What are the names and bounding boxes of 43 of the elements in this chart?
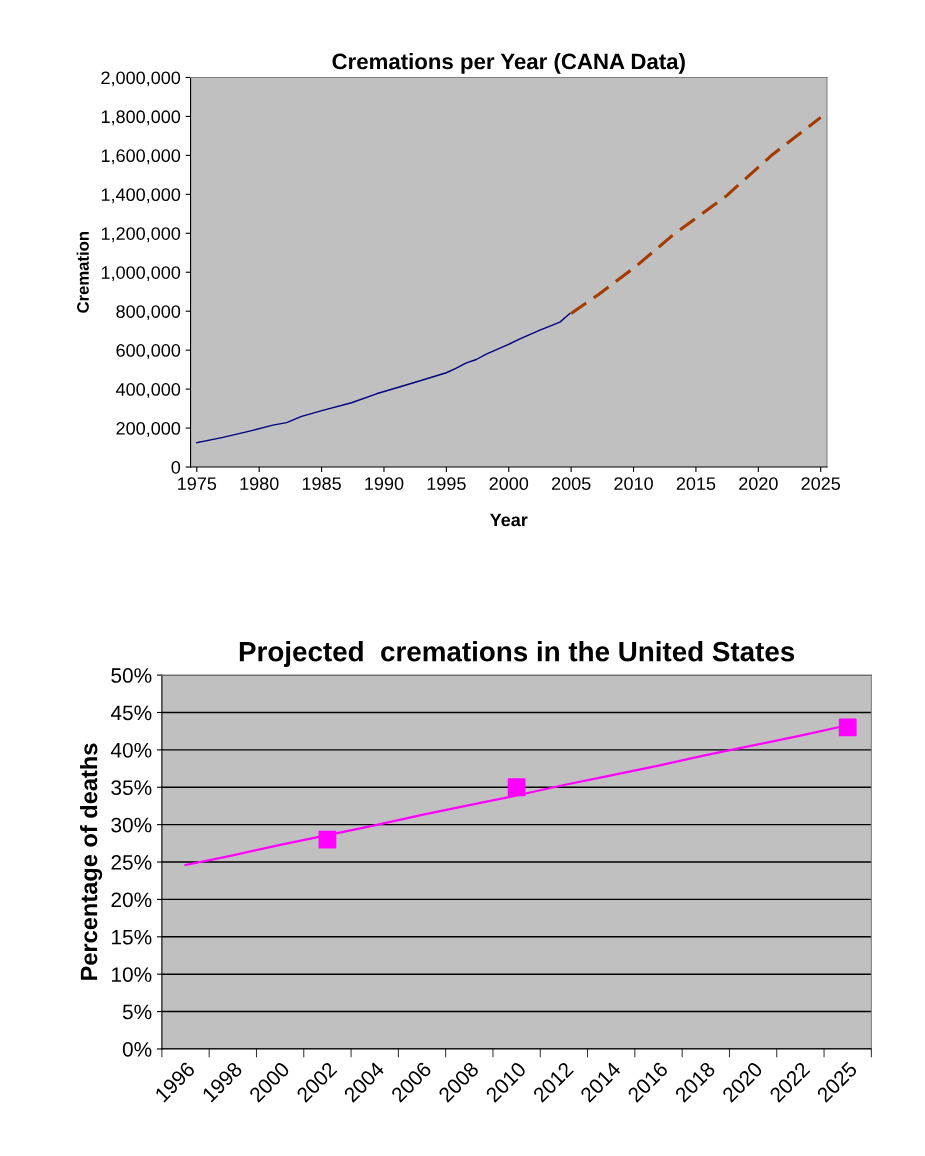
x-tick-label: 1990: [365, 477, 404, 491]
y-tick-label: 5%: [122, 1004, 152, 1020]
line-series: [196, 312, 571, 444]
y-tick-label: 50%: [111, 668, 152, 683]
y-tick-label: 1,600,000: [101, 149, 181, 165]
y-axis-title: Percentage of deaths: [80, 743, 103, 980]
y-tick-label: 1,200,000: [101, 227, 181, 243]
y-tick-label: 1,400,000: [101, 188, 181, 204]
y-tick-label: 800,000: [116, 305, 181, 321]
x-tick-label: 1985: [302, 477, 341, 491]
y-tick-label: 35%: [111, 780, 152, 796]
y-tick-label: 10%: [112, 967, 152, 982]
chart-title: Cremations per Year (CANA Data): [332, 53, 685, 74]
x-axis-title: Year: [489, 513, 528, 527]
x-tick-label: 1995: [427, 477, 466, 491]
x-tick-label: 2005: [551, 477, 591, 491]
point: [838, 718, 857, 737]
y-tick-label: 1,000,000: [101, 266, 181, 282]
point: [318, 830, 337, 849]
line-series: [569, 115, 823, 316]
point: [507, 778, 526, 797]
y-tick-label: 2,000,000: [101, 71, 181, 87]
y-tick-label: 30%: [111, 817, 152, 833]
y-tick-label: 45%: [110, 705, 152, 721]
y-axis-title: Cremation: [76, 232, 89, 313]
x-tick-label: 2025: [801, 477, 841, 491]
y-tick-label: 20%: [111, 892, 152, 908]
y-tick-label: 600,000: [116, 344, 181, 360]
y-tick-label: 15%: [112, 929, 152, 945]
x-tick-label: 1975: [178, 477, 217, 491]
x-tick-label: 2020: [739, 477, 778, 491]
x-tick-label: 1980: [240, 477, 279, 491]
y-tick-label: 0%: [122, 1041, 152, 1057]
x-tick-label: 2000: [489, 477, 529, 491]
chart-title: Projected cremations in the United States: [239, 641, 795, 667]
y-tick-label: 40%: [110, 742, 152, 758]
y-tick-label: 0: [171, 460, 181, 474]
y-tick-label: 1,800,000: [101, 110, 181, 126]
x-tick-label: 2010: [614, 477, 653, 491]
x-tick-label: 2015: [676, 477, 716, 491]
y-tick-label: 200,000: [116, 422, 181, 437]
y-tick-label: 400,000: [115, 383, 181, 398]
y-tick-label: 25%: [111, 855, 152, 870]
